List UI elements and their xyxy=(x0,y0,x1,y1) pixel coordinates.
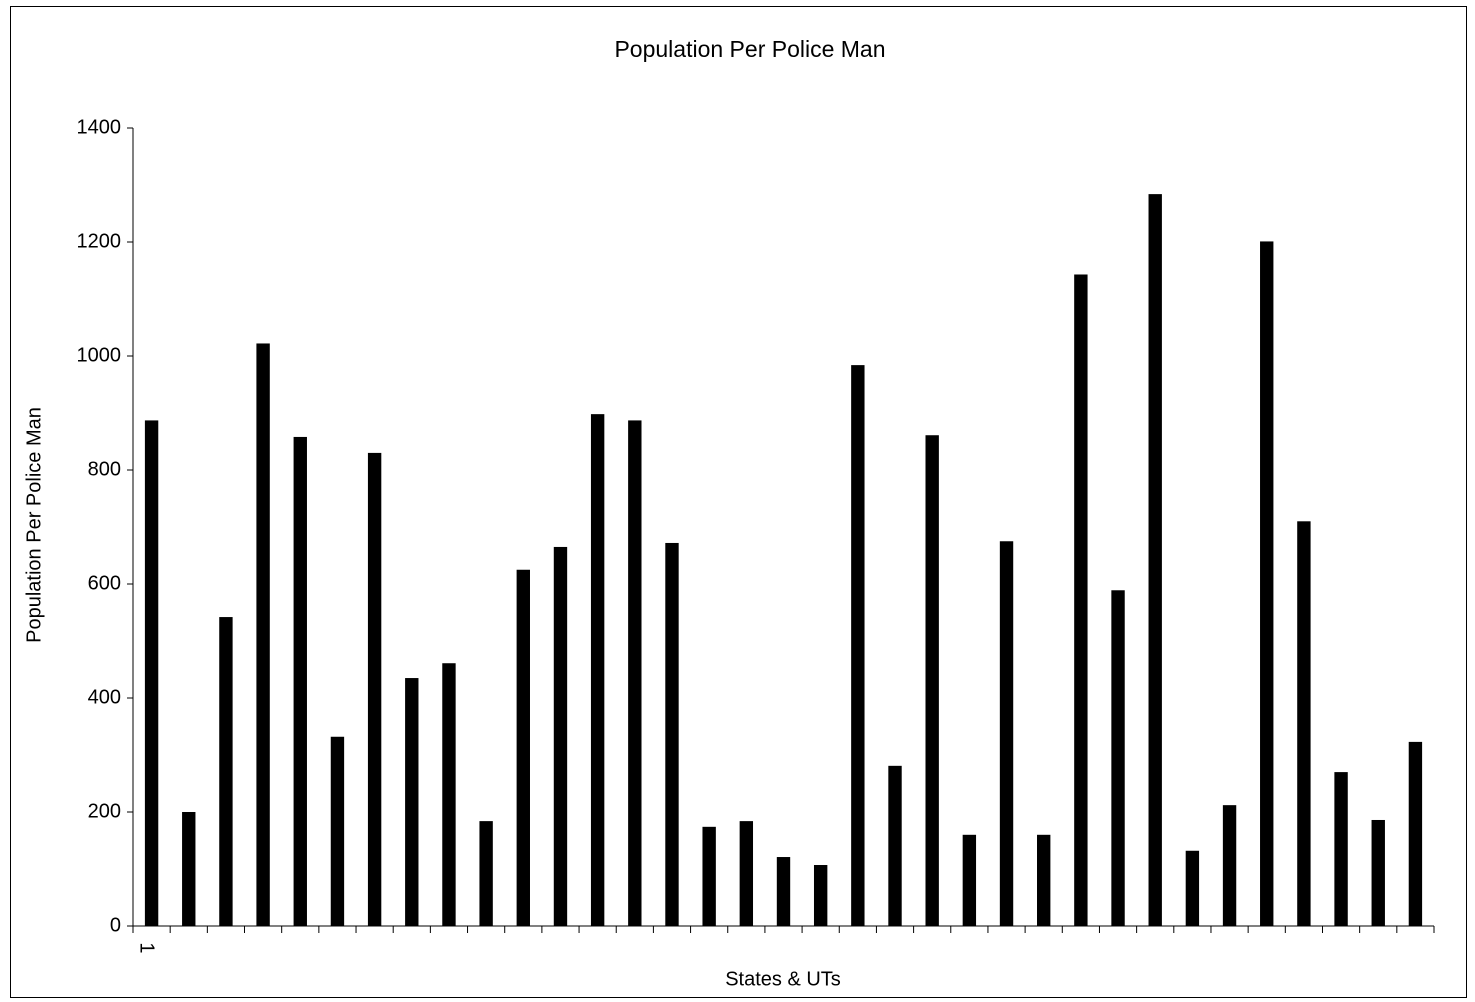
bar xyxy=(1185,850,1200,926)
bar xyxy=(739,821,754,926)
bar xyxy=(1334,772,1348,926)
bar xyxy=(182,812,196,926)
bar xyxy=(219,617,233,926)
y-tick-label: 0 xyxy=(110,914,121,936)
y-tick-label: 1200 xyxy=(77,230,122,252)
bar xyxy=(1297,521,1311,926)
bar xyxy=(256,343,270,927)
bar xyxy=(405,678,419,926)
bar xyxy=(702,826,716,926)
chart-title: Population Per Police Man xyxy=(614,36,885,62)
bar xyxy=(628,420,642,926)
bar xyxy=(962,834,977,926)
bar xyxy=(516,569,530,926)
bar xyxy=(1148,194,1162,926)
bar xyxy=(479,821,493,926)
bar xyxy=(1371,819,1385,926)
bar xyxy=(1260,241,1274,926)
bar xyxy=(813,865,828,926)
bar xyxy=(330,736,345,926)
y-tick-label: 600 xyxy=(88,572,121,594)
bar xyxy=(1222,805,1237,926)
bar xyxy=(925,435,939,926)
y-tick-label: 1400 xyxy=(77,116,122,138)
y-tick-label: 400 xyxy=(88,686,121,708)
y-tick-label: 200 xyxy=(88,800,121,822)
bar xyxy=(144,420,159,926)
bar xyxy=(776,857,791,926)
bar xyxy=(367,452,382,926)
bar xyxy=(553,546,568,926)
bar xyxy=(442,663,456,926)
bar xyxy=(665,542,679,926)
bar xyxy=(888,765,902,926)
y-tick-label: 1000 xyxy=(77,344,122,366)
y-tick-label: 800 xyxy=(88,458,121,480)
bar xyxy=(1074,274,1088,926)
bar xyxy=(851,365,865,926)
bar xyxy=(999,541,1014,926)
bar xyxy=(1408,741,1423,926)
y-axis-label: Population Per Police Man xyxy=(23,407,45,643)
bar xyxy=(1111,590,1125,926)
x-tick-label: 1 xyxy=(135,942,157,953)
bar xyxy=(1037,834,1051,926)
bar xyxy=(293,436,307,926)
x-axis-label: States & UTs xyxy=(725,968,841,990)
bar xyxy=(590,414,605,926)
